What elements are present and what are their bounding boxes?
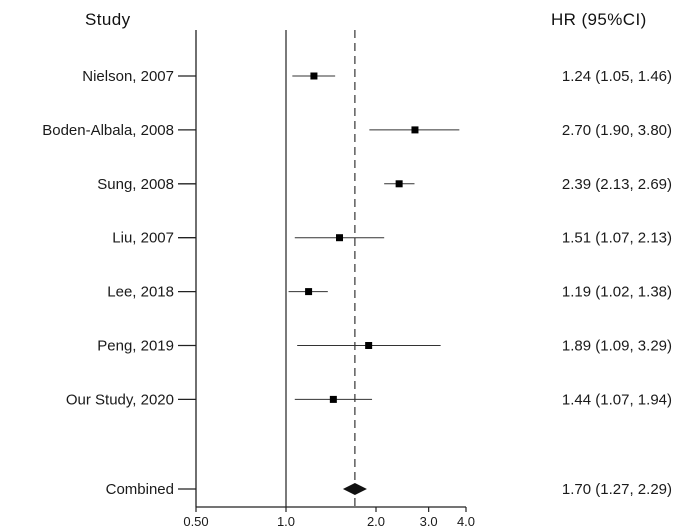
combined-diamond xyxy=(342,483,367,495)
combined-hr-ci: 1.70 (1.27, 2.29) xyxy=(562,481,672,498)
x-tick-label: 4.0 xyxy=(457,514,475,528)
x-tick-label: 0.50 xyxy=(183,514,208,528)
study-label: Peng, 2019 xyxy=(97,338,174,355)
x-tick-label: 3.0 xyxy=(420,514,438,528)
study-hr-ci: 1.51 (1.07, 2.13) xyxy=(562,230,672,247)
study-hr-ci: 1.19 (1.02, 1.38) xyxy=(562,284,672,301)
study-label: Our Study, 2020 xyxy=(66,391,174,408)
study-hr-ci: 2.70 (1.90, 3.80) xyxy=(562,122,672,139)
hr-point-marker xyxy=(395,180,403,188)
study-hr-ci: 2.39 (2.13, 2.69) xyxy=(562,176,672,193)
hr-column-header: HR (95%CI) xyxy=(551,10,647,29)
study-label: Lee, 2018 xyxy=(107,284,174,301)
hr-point-marker xyxy=(411,126,419,134)
hr-point-marker xyxy=(329,395,337,403)
hr-point-marker xyxy=(336,234,344,242)
hr-point-marker xyxy=(310,72,318,80)
hr-point-marker xyxy=(305,288,313,296)
combined-label: Combined xyxy=(106,481,174,498)
hr-point-marker xyxy=(365,342,373,349)
study-hr-ci: 1.89 (1.09, 3.29) xyxy=(562,338,672,355)
study-label: Boden-Albala, 2008 xyxy=(42,122,174,139)
study-label: Nielson, 2007 xyxy=(82,68,174,85)
x-tick-label: 2.0 xyxy=(367,514,385,528)
study-hr-ci: 1.24 (1.05, 1.46) xyxy=(562,68,672,85)
study-label: Liu, 2007 xyxy=(112,230,174,247)
study-hr-ci: 1.44 (1.07, 1.94) xyxy=(562,391,672,408)
study-column-header: Study xyxy=(85,10,131,29)
study-label: Sung, 2008 xyxy=(97,176,174,193)
x-tick-label: 1.0 xyxy=(277,514,295,528)
